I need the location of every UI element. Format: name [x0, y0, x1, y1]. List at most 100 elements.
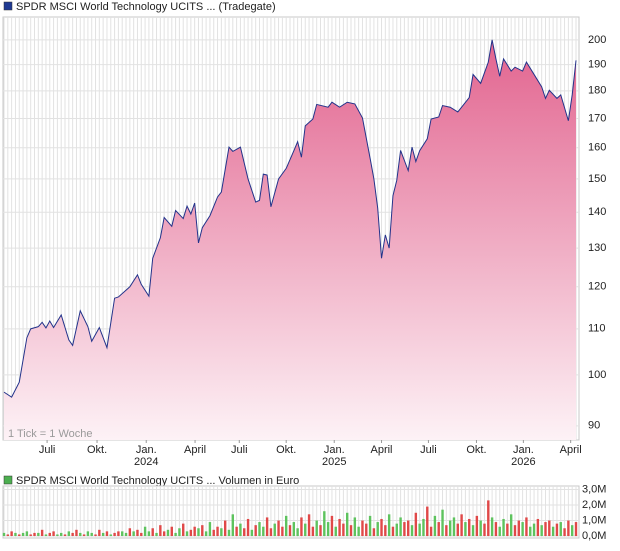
- volume-bar: [204, 531, 208, 536]
- volume-bar: [151, 528, 154, 536]
- volume-bar: [82, 534, 86, 536]
- volume-bar: [490, 517, 494, 536]
- x-tick-label: Juli: [39, 444, 56, 456]
- volume-bar: [71, 532, 74, 536]
- volume-bar: [448, 520, 452, 536]
- y-tick-label: 180: [588, 85, 606, 97]
- volume-bar: [563, 528, 566, 536]
- y-tick-label: 110: [588, 323, 606, 335]
- x-tick-label: April: [184, 444, 206, 456]
- volume-bar: [277, 520, 280, 536]
- volume-bar: [456, 523, 459, 536]
- y-tick-label: 90: [588, 420, 600, 432]
- volume-bar: [269, 528, 273, 536]
- volume-bar: [159, 525, 162, 536]
- volume-bar: [2, 532, 6, 536]
- volume-bar: [418, 523, 421, 536]
- volume-bar: [479, 520, 482, 536]
- volume-bar: [422, 518, 425, 536]
- volume-bar: [288, 525, 292, 536]
- volume-bar: [311, 526, 315, 536]
- x-tick-label: April: [371, 444, 393, 456]
- x-tick-label: Juli: [420, 444, 437, 456]
- volume-bar: [147, 531, 151, 536]
- volume-bar: [170, 526, 173, 536]
- volume-bar: [380, 518, 383, 536]
- y-tick-label: 160: [588, 142, 606, 154]
- volume-bar: [342, 523, 345, 536]
- volume-bar: [399, 517, 402, 536]
- volume-bar: [487, 500, 490, 536]
- volume-bar: [521, 522, 524, 536]
- volume-bar: [357, 526, 360, 536]
- volume-bar: [544, 522, 547, 536]
- y-tick-label: 130: [588, 242, 606, 254]
- volume-bar: [509, 514, 513, 536]
- price-area: [4, 39, 576, 440]
- volume-bar: [246, 518, 250, 536]
- volume-bar: [529, 526, 532, 536]
- volume-bar: [387, 514, 391, 536]
- y-tick-label: 200: [588, 34, 606, 46]
- volume-bar: [391, 526, 395, 536]
- volume-bar: [307, 514, 311, 536]
- volume-bar: [155, 532, 158, 536]
- y-tick-label: 1,0M: [582, 514, 606, 526]
- volume-bar: [94, 534, 97, 536]
- volume-bar: [483, 523, 486, 536]
- volume-bar: [460, 514, 463, 536]
- volume-bar: [353, 517, 357, 536]
- volume-bar: [384, 525, 387, 536]
- x-tick-label: Juli: [231, 444, 248, 456]
- volume-bar: [437, 522, 440, 536]
- volume-bar: [113, 532, 116, 536]
- volume-bar: [40, 529, 44, 536]
- volume-bar: [105, 531, 109, 536]
- volume-bar: [67, 531, 71, 536]
- year-label: 2026: [511, 456, 535, 468]
- volume-bar: [265, 517, 269, 536]
- volume-bar: [502, 518, 505, 536]
- y-tick-label: 170: [588, 112, 606, 124]
- volume-bar: [216, 526, 219, 536]
- volume-bar: [201, 525, 204, 536]
- volume-bar: [426, 506, 429, 536]
- y-tick-label: 100: [588, 369, 606, 381]
- volume-bar: [319, 525, 322, 536]
- volume-bar: [494, 522, 498, 536]
- volume-bar: [33, 532, 36, 536]
- volume-bar: [136, 529, 139, 536]
- volume-bar: [281, 526, 284, 536]
- x-tick-label: Okt.: [466, 444, 486, 456]
- volume-bar: [60, 532, 63, 536]
- volume-bar: [410, 525, 414, 536]
- volume-bar: [21, 532, 25, 536]
- volume-bar: [143, 526, 147, 536]
- volume-bar: [44, 534, 48, 536]
- volume-bar: [368, 515, 372, 536]
- y-tick-label: 2,0M: [582, 499, 606, 511]
- y-tick-label: 140: [588, 206, 606, 218]
- volume-bar: [197, 528, 200, 536]
- volume-bar: [330, 515, 334, 536]
- volume-bar: [525, 517, 528, 536]
- volume-bar: [86, 531, 90, 536]
- volume-bar: [6, 534, 10, 536]
- volume-bar: [395, 523, 398, 536]
- volume-bar: [227, 529, 231, 536]
- x-tick-label: Okt.: [87, 444, 107, 456]
- volume-bar: [117, 531, 120, 536]
- volume-bar: [254, 525, 257, 536]
- volume-bar: [548, 520, 551, 536]
- volume-bar: [346, 512, 349, 536]
- volume-title: SPDR MSCI World Technology UCITS ... Vol…: [16, 475, 299, 487]
- volume-bar: [338, 518, 341, 536]
- volume-bar: [185, 531, 189, 536]
- volume-bar: [445, 525, 448, 536]
- volume-bar: [239, 523, 242, 536]
- volume-bar: [376, 522, 379, 536]
- volume-bar: [555, 523, 559, 536]
- volume-plot: 0,0M 1,0M 2,0M 3,0M: [2, 483, 606, 542]
- volume-bar: [182, 523, 185, 536]
